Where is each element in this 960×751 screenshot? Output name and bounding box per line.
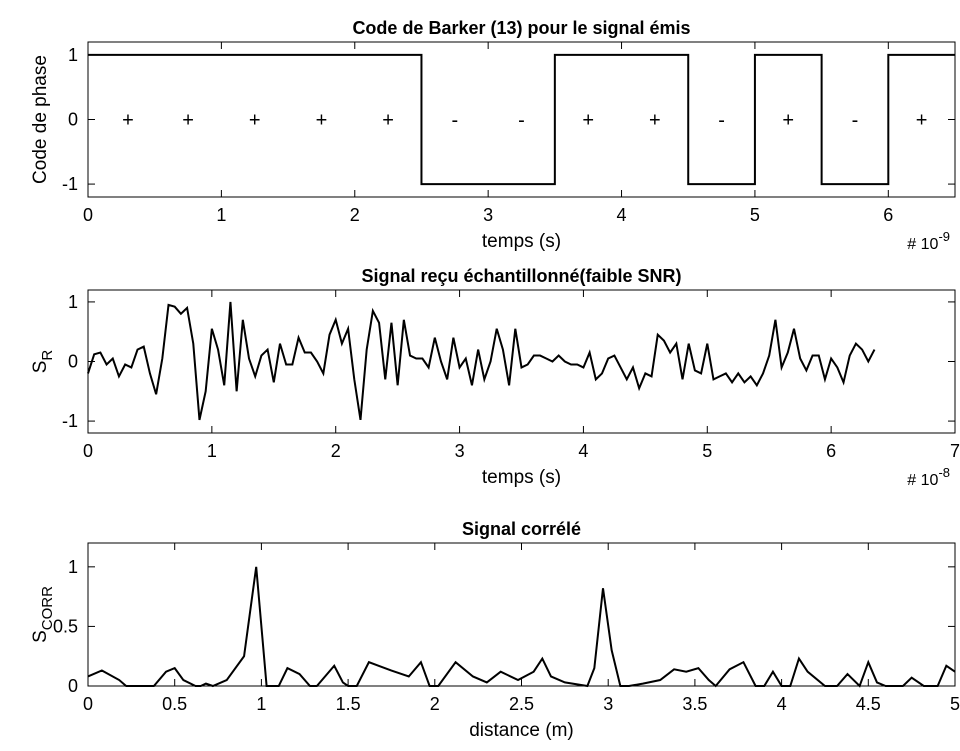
chart-title: Code de Barker (13) pour le signal émis (352, 18, 690, 38)
x-tick-label: 5 (950, 694, 960, 714)
x-tick-label: 2 (331, 441, 341, 461)
phase-sign-annotation: - (718, 110, 725, 132)
x-tick-label: 5 (750, 205, 760, 225)
x-tick-label: 6 (826, 441, 836, 461)
x-tick-label: 7 (950, 441, 960, 461)
y-tick-label: 0 (68, 352, 78, 372)
series-line (87, 301, 876, 421)
phase-sign-annotation: + (582, 110, 594, 132)
phase-sign-annotation: - (852, 110, 859, 132)
chart-title: Signal corrélé (462, 519, 581, 539)
x-tick-label: 3 (455, 441, 465, 461)
x-axis-label: temps (s) (482, 231, 561, 252)
x-tick-label: 2 (430, 694, 440, 714)
x-axis-label: distance (m) (469, 720, 574, 741)
phase-sign-annotation: + (182, 110, 194, 132)
y-tick-label: 0 (68, 110, 78, 130)
y-axis-label: SR (30, 350, 56, 374)
x-tick-label: 4 (617, 205, 627, 225)
y-axis-label: Code de phase (30, 55, 51, 184)
phase-sign-annotation: + (122, 110, 134, 132)
x-tick-label: 1 (216, 205, 226, 225)
x-tick-label: 1.5 (336, 694, 361, 714)
x-tick-label: 0 (83, 441, 93, 461)
chart-3: Signal corrélé 0 0.5 1 1.5 2 2.5 3 3.5 4 4.5 5 1 0.5 0… (30, 519, 960, 741)
svg-text:SR: SR (30, 350, 56, 374)
chart-title: Signal reçu échantillonné(faible SNR) (361, 266, 681, 286)
y-tick-label: 1 (68, 292, 78, 312)
phase-sign-annotation: - (451, 110, 458, 132)
x-tick-label: 1 (207, 441, 217, 461)
series-line (88, 53, 955, 186)
x-tick-label: 0.5 (162, 694, 187, 714)
x-tick-label: 3.5 (682, 694, 707, 714)
phase-sign-annotation: + (316, 110, 328, 132)
x-tick-label: 4 (578, 441, 588, 461)
x-axis-label: temps (s) (482, 467, 561, 488)
x-tick-label: 2 (350, 205, 360, 225)
x-axis-exponent: # 10-8 (907, 465, 950, 489)
series-line (87, 566, 956, 688)
svg-text:SCORR: SCORR (30, 586, 56, 643)
y-tick-label: -1 (62, 411, 78, 431)
x-tick-label: 6 (883, 205, 893, 225)
x-tick-label: 3 (603, 694, 613, 714)
x-tick-label: 1 (256, 694, 266, 714)
phase-sign-annotation: + (782, 110, 794, 132)
x-tick-label: 3 (483, 205, 493, 225)
plot-frame (87, 542, 956, 687)
x-tick-label: 0 (83, 205, 93, 225)
x-tick-label: 5 (702, 441, 712, 461)
x-tick-label: 4.5 (856, 694, 881, 714)
x-tick-label: 4 (777, 694, 787, 714)
phase-sign-annotation: + (649, 110, 661, 132)
x-tick-label: 2.5 (509, 694, 534, 714)
y-tick-label: 0.5 (53, 616, 78, 636)
chart-1: Code de Barker (13) pour le signal émis 0… (30, 18, 956, 253)
y-tick-label: -1 (62, 174, 78, 194)
y-tick-label: 0 (68, 676, 78, 696)
phase-sign-annotation: + (249, 110, 261, 132)
phase-sign-annotation: - (518, 110, 525, 132)
phase-sign-annotation: + (382, 110, 394, 132)
x-axis-exponent: # 10-9 (907, 229, 950, 253)
y-axis-label: SCORR (30, 586, 56, 643)
x-tick-label: 0 (83, 694, 93, 714)
chart-2: Signal reçu échantillonné(faible SNR) 0 1 2… (30, 266, 960, 489)
phase-sign-annotation: + (916, 110, 928, 132)
y-tick-label: 1 (68, 45, 78, 65)
y-tick-label: 1 (68, 557, 78, 577)
